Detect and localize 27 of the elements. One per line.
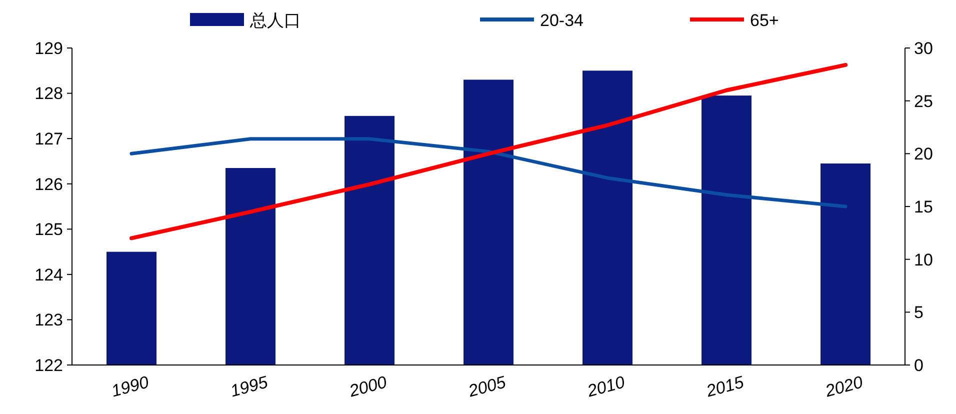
- line-series: [130, 137, 848, 208]
- x-tick-label: 2015: [703, 372, 746, 402]
- x-tick-label: 1995: [228, 372, 270, 401]
- y-tick-label: 125: [34, 220, 63, 240]
- y2-tick-label: 25: [914, 92, 933, 111]
- legend-label: 65+: [750, 10, 779, 30]
- y-tick-label: 127: [34, 130, 63, 149]
- x-tick-label: 2000: [346, 372, 390, 402]
- x-tick-label: 2020: [822, 372, 866, 402]
- y-tick-label: 128: [34, 84, 63, 104]
- y2-tick-label: 20: [914, 144, 933, 164]
- y2-tick-label: 5: [914, 303, 924, 322]
- y-tick-label: 129: [34, 38, 63, 58]
- y-tick-label: 122: [34, 356, 63, 375]
- x-tick-label: 2010: [584, 372, 628, 402]
- line-series: [130, 62, 848, 240]
- y2-tick-label: 10: [914, 250, 933, 270]
- y-tick-label: 126: [34, 174, 63, 194]
- x-tick-label: 2005: [465, 372, 508, 402]
- y-tick-label: 123: [34, 310, 63, 330]
- x-tick-label: 1990: [109, 372, 152, 401]
- legend-label: 20-34: [540, 10, 584, 30]
- y2-tick-label: 15: [914, 197, 933, 216]
- y2-tick-label: 0: [914, 356, 924, 375]
- y2-tick-label: 30: [914, 38, 933, 58]
- legend-label: 总人口: [249, 10, 301, 30]
- y-tick-label: 124: [34, 265, 63, 284]
